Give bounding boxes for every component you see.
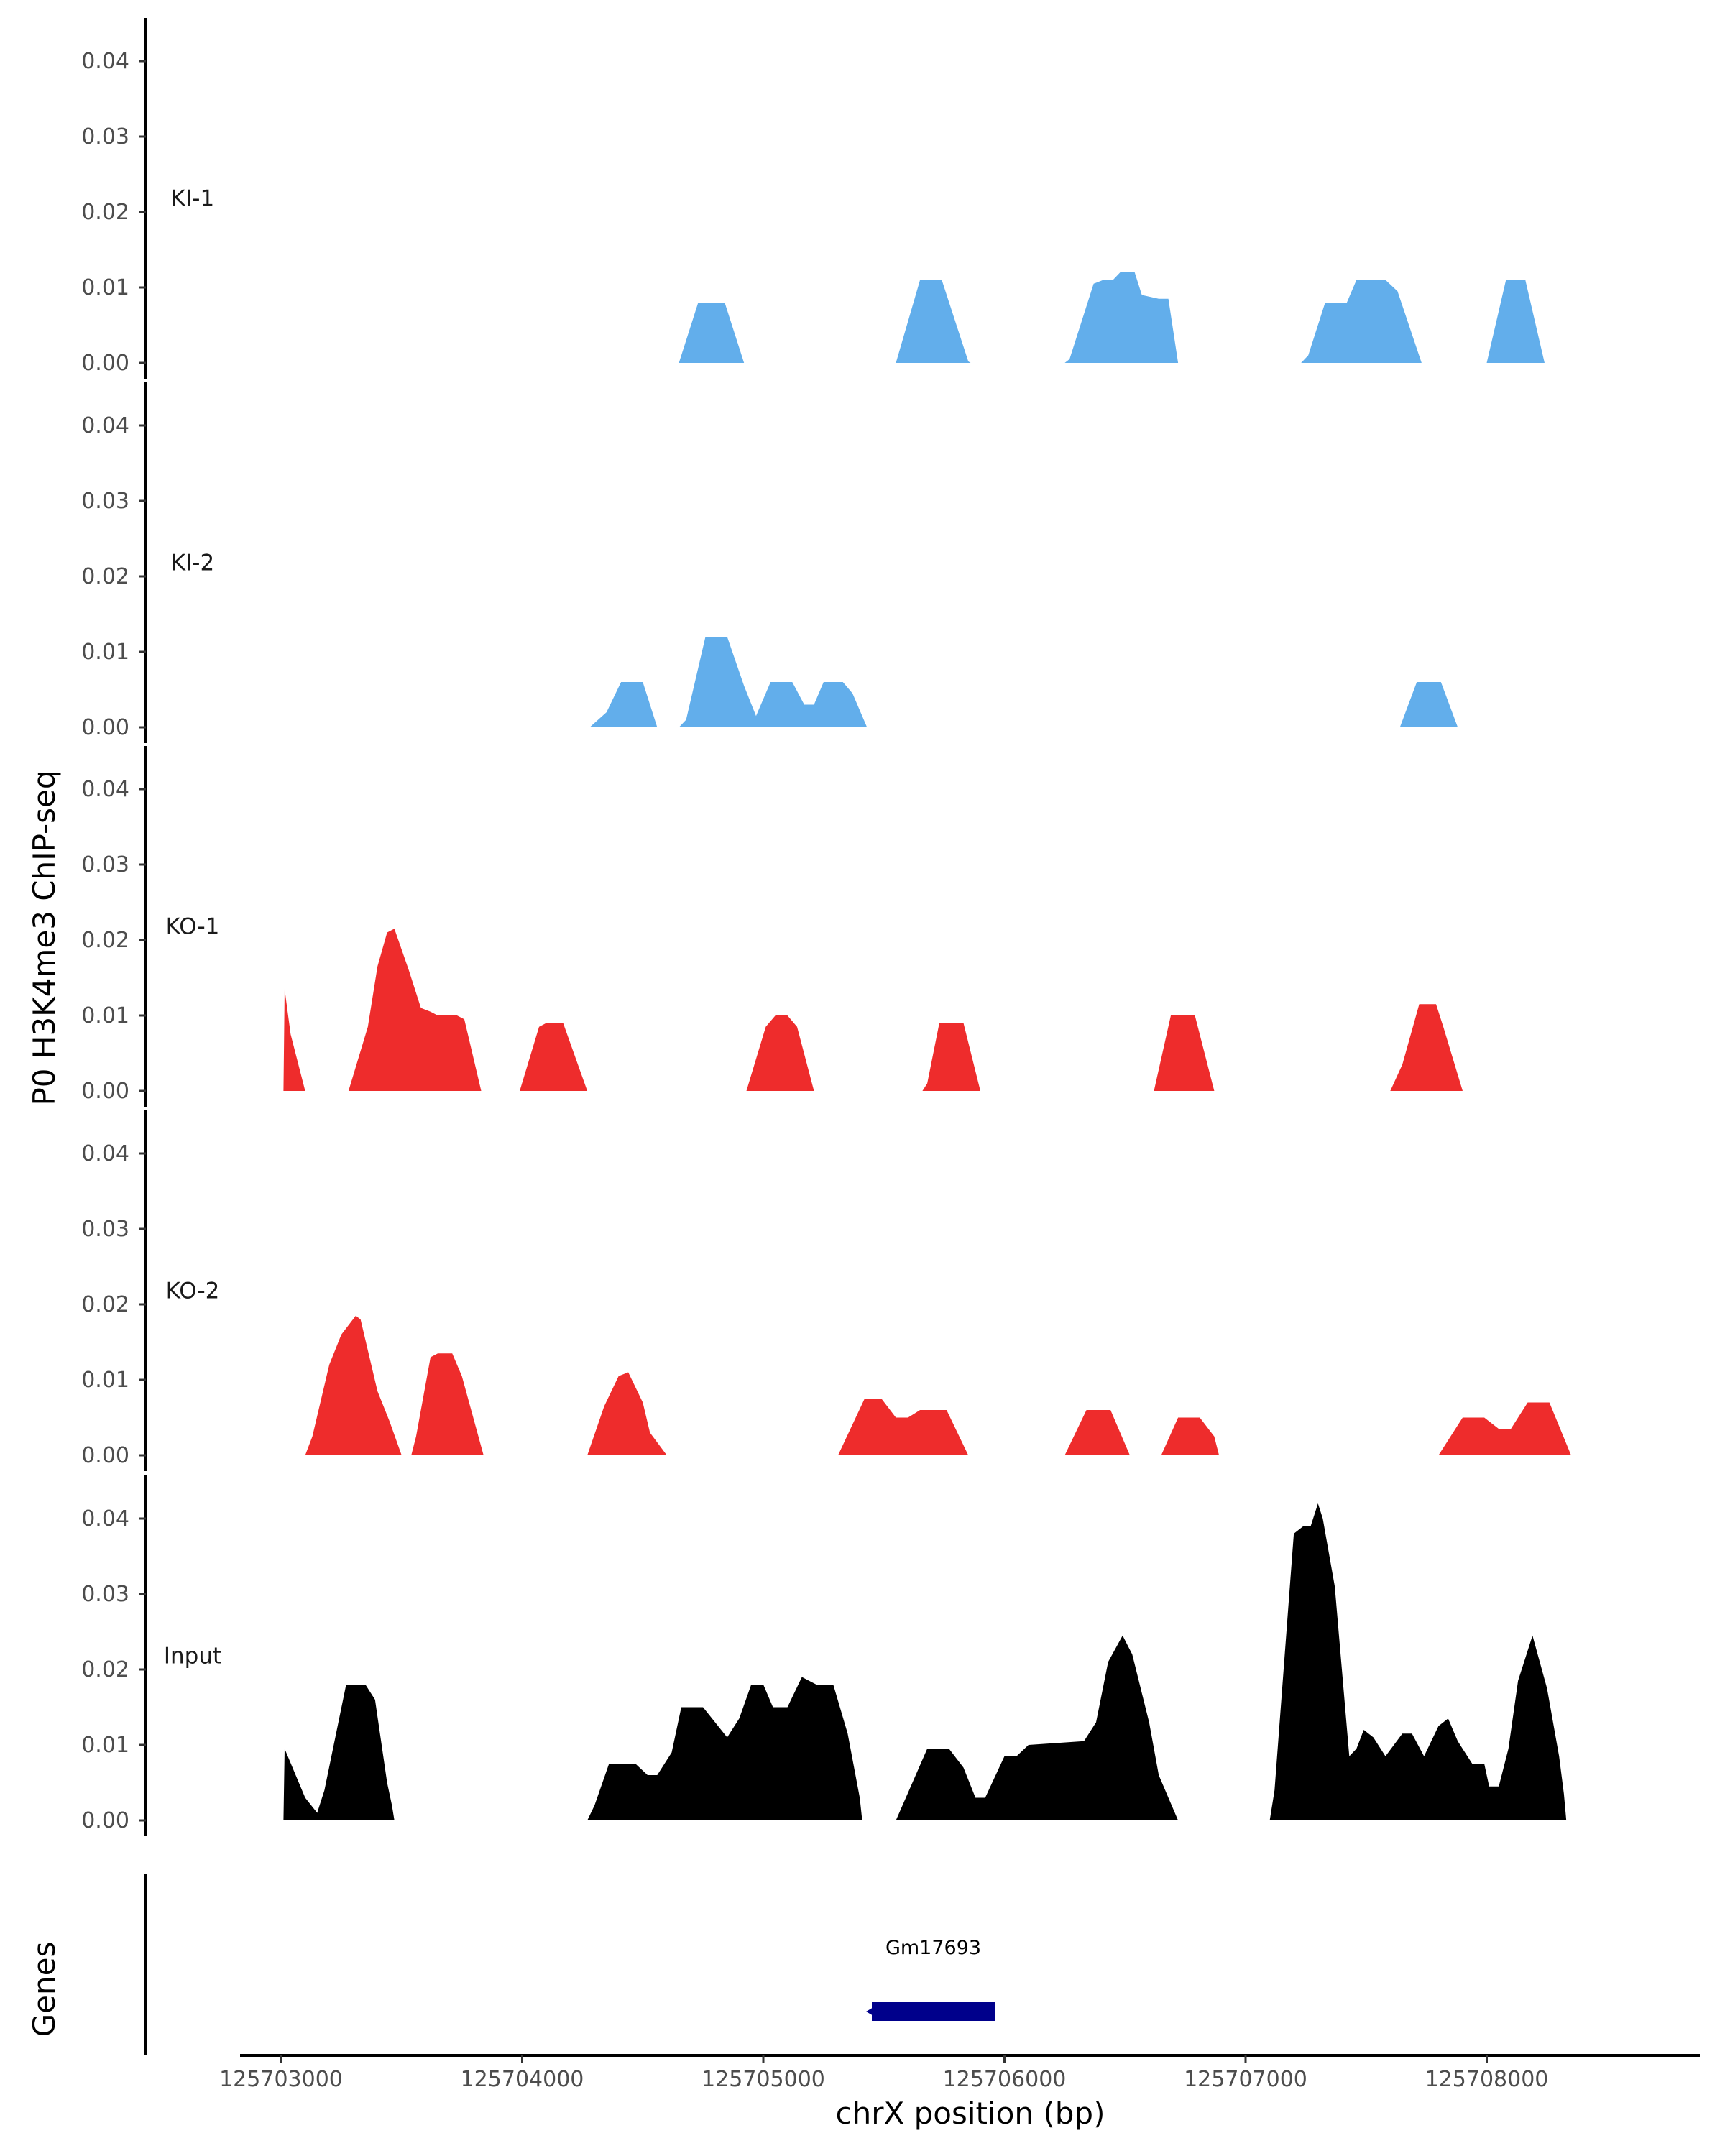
tracks-layer: 0.00 0.01 0.02 0.03 0.04 KI-1 0.00 0.01 0.02 0.03… <box>81 18 1571 1836</box>
signal-peak-ko-2 <box>305 1315 402 1455</box>
gene-label: Gm17693 <box>886 1937 981 1959</box>
signal-peak-ki-1 <box>1301 280 1422 363</box>
signal-peak-ki-2 <box>678 637 868 727</box>
signal-peak-ko-2 <box>838 1399 969 1455</box>
signal-peak-input <box>587 1677 862 1820</box>
track-label-ko-2: KO-2 <box>166 1279 220 1304</box>
signal-peak-ki-2 <box>589 682 658 727</box>
track-label-input: Input <box>164 1644 221 1669</box>
y-axis-title: P0 H3K4me3 ChIP-seq <box>27 770 62 1105</box>
track-label-ki-1: KI-1 <box>171 186 214 212</box>
y-tick-label-ko-1: 0.01 <box>81 1003 129 1028</box>
genes-axis-title: Genes <box>27 1942 62 2037</box>
signal-peak-ki-1 <box>1064 272 1179 363</box>
y-tick-label-ki-1: 0.02 <box>81 200 129 225</box>
signal-peak-ko-2 <box>587 1372 667 1455</box>
y-tick-label-input: 0.00 <box>81 1808 129 1833</box>
signal-peak-ko-1 <box>922 1023 980 1091</box>
x-tick-label: 125705000 <box>702 2067 825 2092</box>
signal-peak-ko-1 <box>283 989 305 1091</box>
signal-peak-ko-1 <box>348 929 482 1091</box>
x-tick-label: 125707000 <box>1184 2067 1307 2092</box>
x-axis-title: chrX position (bp) <box>836 2096 1105 2131</box>
signal-peak-ko-1 <box>746 1015 814 1091</box>
track-ko-2: 0.00 0.01 0.02 0.03 0.04 KO-2 <box>81 1110 1571 1471</box>
signal-peak-ko-2 <box>1438 1402 1571 1455</box>
y-tick-label-ko-2: 0.00 <box>81 1443 129 1468</box>
signal-peak-ko-1 <box>520 1023 588 1091</box>
y-tick-label-ko-2: 0.04 <box>81 1141 129 1166</box>
y-tick-label-ko-1: 0.02 <box>81 928 129 953</box>
gene-body <box>872 2002 995 2021</box>
y-tick-label-ki-1: 0.04 <box>81 49 129 74</box>
y-tick-label-ki-1: 0.03 <box>81 124 129 149</box>
gene-strand-arrow <box>866 2005 878 2018</box>
x-tick-label: 125704000 <box>461 2067 584 2092</box>
signal-peak-ki-2 <box>1399 682 1458 727</box>
y-tick-label-input: 0.01 <box>81 1733 129 1758</box>
y-tick-label-ki-1: 0.01 <box>81 275 129 300</box>
y-tick-label-ki-2: 0.00 <box>81 715 129 740</box>
signal-peak-ko-2 <box>411 1353 484 1455</box>
y-tick-label-ko-1: 0.04 <box>81 777 129 802</box>
y-tick-label-ko-2: 0.01 <box>81 1368 129 1393</box>
x-tick-label: 125706000 <box>943 2067 1067 2092</box>
x-tick-label: 125703000 <box>219 2067 343 2092</box>
signal-peak-ko-2 <box>1161 1417 1220 1455</box>
signal-peak-ki-1 <box>1486 280 1545 363</box>
y-tick-label-ko-2: 0.03 <box>81 1217 129 1242</box>
signal-peak-ki-1 <box>678 303 745 363</box>
y-tick-label-ki-1: 0.00 <box>81 351 129 376</box>
track-label-ki-2: KI-2 <box>171 550 214 576</box>
track-input: 0.00 0.01 0.02 0.03 0.04 Input <box>81 1475 1567 1836</box>
y-tick-label-input: 0.03 <box>81 1582 129 1607</box>
y-tick-label-ki-2: 0.03 <box>81 489 129 514</box>
y-tick-label-ki-2: 0.02 <box>81 564 129 589</box>
y-tick-label-ko-1: 0.03 <box>81 852 129 877</box>
y-tick-label-input: 0.02 <box>81 1657 129 1682</box>
y-tick-label-ki-2: 0.01 <box>81 640 129 665</box>
y-tick-label-input: 0.04 <box>81 1506 129 1531</box>
signal-peak-ki-1 <box>896 280 971 363</box>
y-tick-label-ko-2: 0.02 <box>81 1292 129 1317</box>
track-ki-1: 0.00 0.01 0.02 0.03 0.04 KI-1 <box>81 18 1545 379</box>
signal-peak-ko-1 <box>1154 1015 1215 1091</box>
y-tick-label-ko-1: 0.00 <box>81 1079 129 1104</box>
signal-peak-input <box>1269 1503 1567 1820</box>
track-label-ko-1: KO-1 <box>166 914 220 940</box>
genes-panel: Gm17693 <box>144 1874 995 2055</box>
x-axis: 125703000 125704000 125705000 125706000 1257… <box>219 2054 1700 2092</box>
track-ki-2: 0.00 0.01 0.02 0.03 0.04 KI-2 <box>81 382 1458 743</box>
signal-peak-input <box>896 1635 1179 1820</box>
signal-peak-ko-1 <box>1390 1004 1463 1091</box>
signal-peak-input <box>283 1685 395 1820</box>
signal-peak-ko-2 <box>1064 1410 1130 1455</box>
track-ko-1: 0.00 0.01 0.02 0.03 0.04 KO-1 <box>81 746 1463 1107</box>
y-tick-label-ki-2: 0.04 <box>81 413 129 438</box>
x-tick-label: 125708000 <box>1425 2067 1549 2092</box>
